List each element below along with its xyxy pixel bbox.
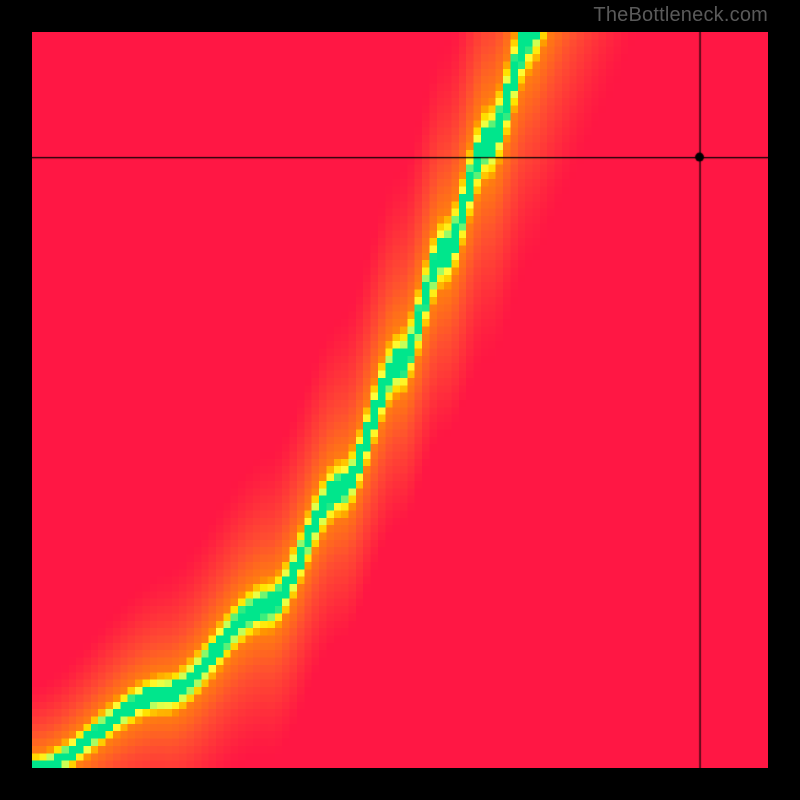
watermark-text: TheBottleneck.com bbox=[593, 4, 768, 27]
bottleneck-heatmap bbox=[32, 32, 768, 768]
